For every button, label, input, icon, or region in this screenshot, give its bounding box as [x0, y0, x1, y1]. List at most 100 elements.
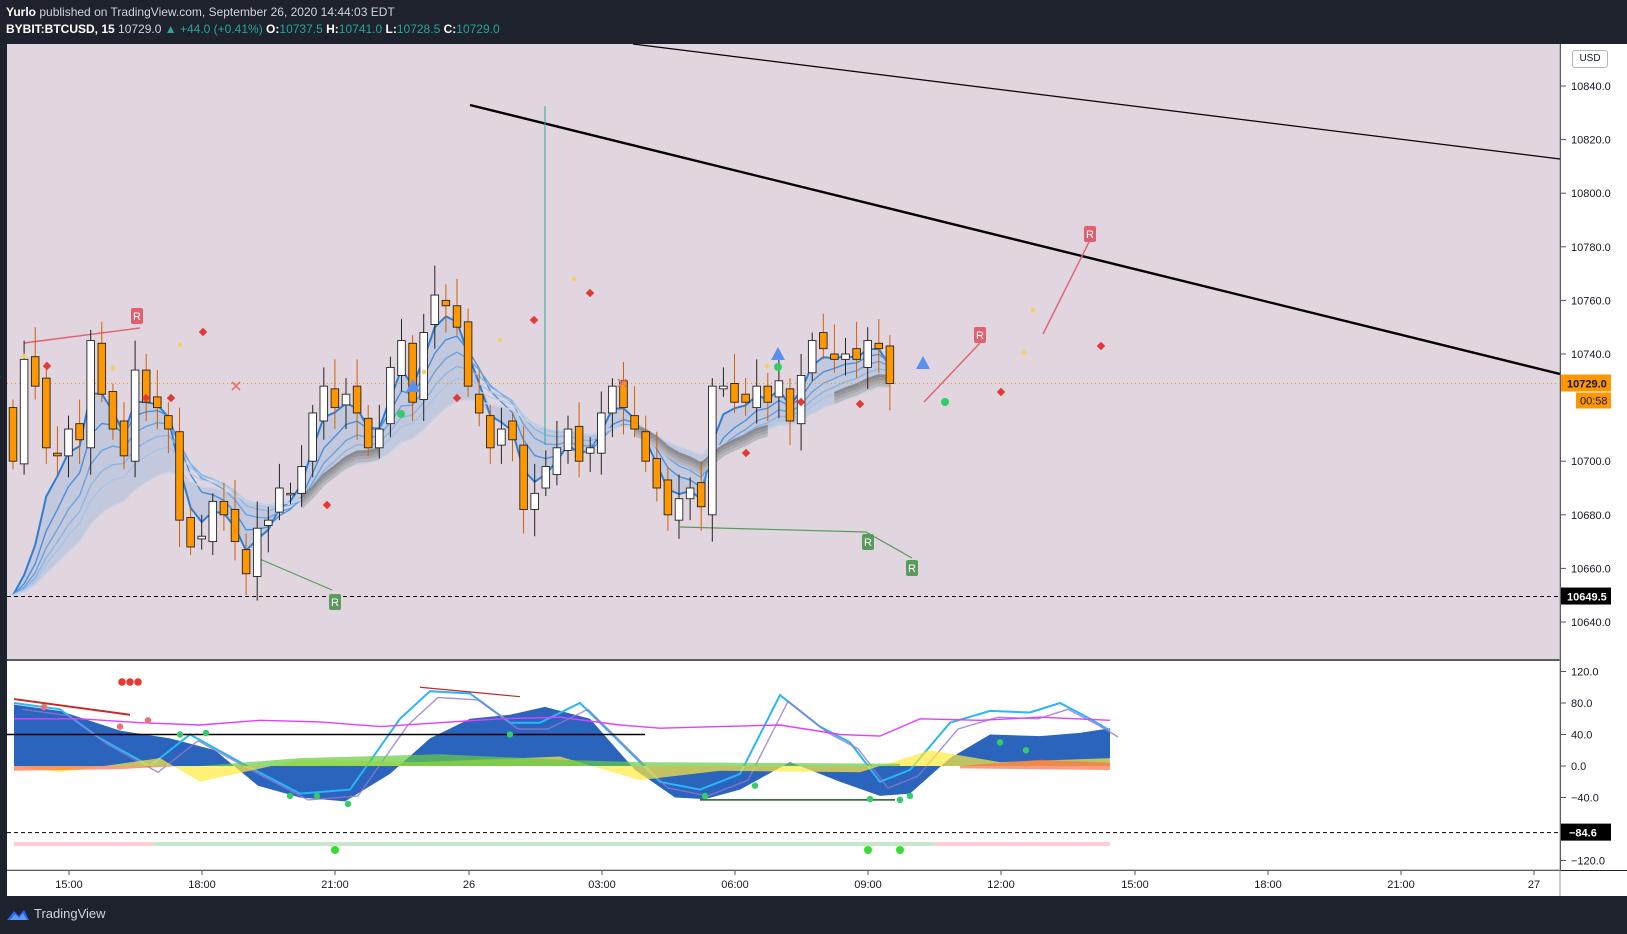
osc-signal-dot [506, 731, 514, 738]
last-price-badge [1561, 374, 1611, 392]
red-diamond-marker [996, 387, 1006, 397]
candle-body [141, 369, 151, 403]
osc-divergence [13, 698, 131, 716]
candle-body [752, 385, 761, 409]
grey-cloud-line [833, 383, 891, 404]
osc-tick-label: −40.0 [1571, 793, 1599, 805]
money-flow-red [14, 766, 180, 771]
low-label: L: [385, 22, 397, 36]
symbol-label[interactable]: BYBIT:BTCUSD, 15 [6, 22, 115, 36]
currency-badge[interactable]: USD [1572, 50, 1608, 68]
price-axis[interactable] [1561, 44, 1627, 870]
candle-body [175, 431, 184, 521]
price-pane[interactable] [7, 44, 1560, 659]
low-value: 10728.5 [396, 22, 441, 36]
last-price-badge-text: 10729.0 [1567, 378, 1607, 390]
open-label: O: [266, 22, 280, 36]
red-diamond-marker [322, 500, 332, 510]
close-label: C: [443, 22, 457, 36]
bearish-r-marker [974, 327, 986, 343]
osc-big-red-dot [134, 678, 142, 686]
price-tick-label: 10800.0 [1571, 188, 1611, 200]
countdown-badge [1576, 392, 1611, 409]
candle-body [75, 423, 84, 441]
x-marker [231, 381, 241, 391]
bullish-r-marker-text: R [864, 537, 872, 549]
candle-body [785, 388, 795, 422]
time-tick-label: 15:00 [1121, 879, 1149, 891]
candle-body [375, 428, 384, 449]
candle-body [597, 412, 606, 454]
high-label: H: [326, 22, 339, 36]
candle-body [486, 415, 495, 449]
price-tick-label: 10660.0 [1571, 563, 1611, 575]
bias-dot [864, 846, 872, 854]
osc-big-red-dot [126, 678, 134, 686]
bias-dot [896, 846, 904, 854]
ema-line [12, 365, 891, 596]
candle-body [19, 358, 29, 465]
yellow-dot-marker [764, 363, 770, 369]
oscillator-layer [7, 678, 1560, 854]
osc-signal-dot [116, 723, 124, 730]
red-diamond-marker [741, 448, 751, 458]
red-diamond-marker [166, 393, 176, 403]
green-dot-marker [397, 410, 405, 418]
osc-signal-dot [176, 731, 184, 738]
grey-cloud-line [833, 377, 891, 398]
yellow-dot-marker [177, 342, 183, 348]
price-tick-label: 10780.0 [1571, 242, 1611, 254]
red-diamond-marker [452, 393, 462, 403]
osc-group [7, 678, 1560, 854]
osc-tick-label: −120.0 [1571, 856, 1605, 868]
ema-line [12, 335, 891, 596]
green-dot-marker [941, 398, 949, 406]
time-tick-label: 18:00 [1254, 879, 1282, 891]
countdown-badge-text: 00:58 [1580, 395, 1608, 407]
bias-strip-green [154, 842, 934, 846]
ema-ribbon-fill [13, 316, 890, 596]
brand-label: TradingView [34, 906, 106, 921]
money-flow-red [960, 759, 1110, 770]
candle-body [708, 385, 717, 516]
candle-body [186, 517, 195, 548]
candle-body [164, 415, 173, 430]
candle-body [397, 340, 406, 376]
author-name[interactable]: Yurlo [6, 5, 37, 19]
osc-signal-dot [40, 703, 48, 711]
price-change: ▲ +44.0 (+0.41%) [164, 22, 263, 36]
close-value: 10729.0 [456, 22, 500, 36]
level-badge [1561, 587, 1611, 605]
bull-divergence-line [679, 526, 867, 533]
candle-body [663, 479, 673, 516]
osc-signal-dot [202, 729, 210, 737]
tradingview-brand[interactable]: TradingView [6, 906, 106, 921]
yellow-dot-marker [571, 276, 577, 282]
ohlc-legend: BYBIT:BTCUSD, 15 10729.0 ▲ +44.0 (+0.41%… [6, 22, 500, 36]
candle-body [86, 340, 95, 449]
candle-body [852, 348, 861, 360]
candle-body [419, 332, 428, 401]
bullish-r-marker [906, 560, 918, 576]
candle-body [774, 380, 784, 398]
candle-body [352, 385, 362, 414]
published-text: published on TradingView.com, September … [39, 5, 395, 19]
candle-body [30, 356, 40, 387]
time-axis[interactable] [7, 871, 1627, 896]
candle-body [696, 482, 706, 508]
candle-body [153, 396, 162, 409]
candle-body [519, 444, 528, 510]
candle-body [308, 412, 317, 462]
candle-body [608, 385, 617, 414]
candle-body [685, 487, 695, 500]
osc-tick-label: 0.0 [1571, 761, 1586, 773]
osc-signal-dot [751, 782, 759, 789]
blue-triangle-marker [771, 347, 785, 360]
osc-tick-label: 40.0 [1571, 730, 1592, 742]
candle-body [819, 332, 828, 350]
candle-body [275, 487, 284, 513]
candle-body [64, 428, 73, 457]
bias-dot [331, 846, 339, 854]
price-tick-label: 10840.0 [1571, 81, 1611, 93]
